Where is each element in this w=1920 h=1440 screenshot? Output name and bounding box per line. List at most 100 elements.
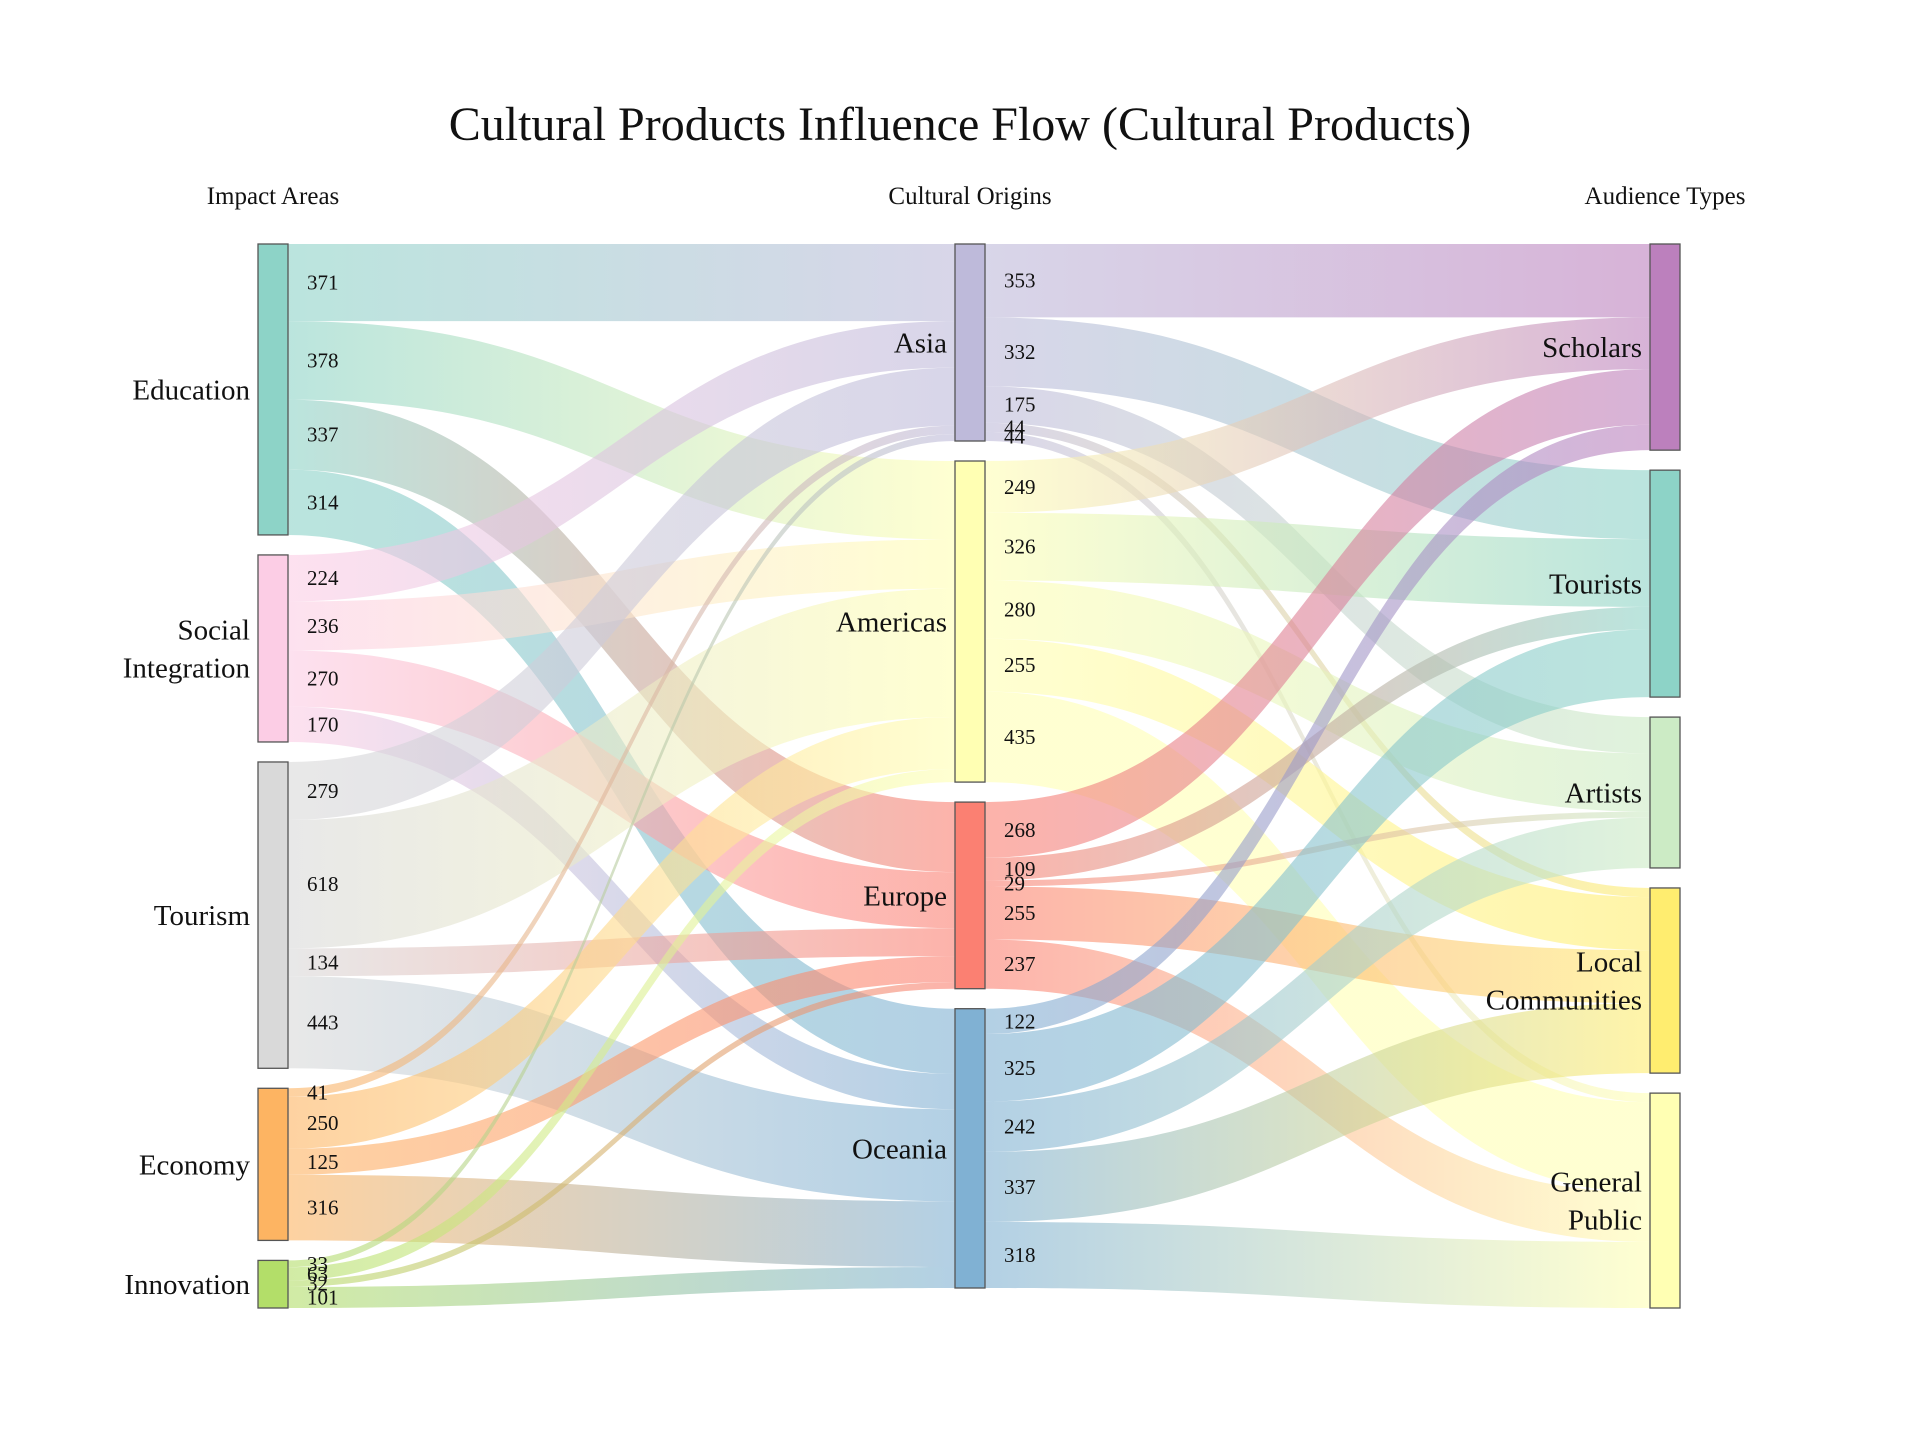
flow-value-tourism-to-oceania: 443 (307, 1010, 339, 1034)
node-americas[interactable] (954, 460, 986, 783)
link-americas-to-tourists (985, 512, 1650, 607)
column-header-impact-areas: Impact Areas (207, 183, 340, 210)
flow-value-asia-to-local-communities: 44 (1004, 415, 1026, 439)
flow-value-europe-to-general-public: 237 (1004, 952, 1036, 976)
column-header-audience-types: Audience Types (1585, 183, 1746, 210)
node-europe[interactable] (954, 801, 986, 990)
node-scholars[interactable] (1649, 243, 1681, 451)
node-label-asia: Asia (894, 328, 947, 360)
link-tourism-to-asia (288, 367, 955, 820)
link-education-to-asia (288, 244, 955, 322)
flow-value-social-integration-to-europe: 270 (307, 667, 339, 691)
flow-value-oceania-to-tourists: 325 (1004, 1056, 1036, 1080)
flow-value-social-integration-to-americas: 236 (307, 614, 339, 638)
node-education[interactable] (257, 243, 289, 536)
node-tourism[interactable] (257, 761, 289, 1069)
link-europe-to-local-communities (985, 886, 1650, 1004)
link-tourism-to-oceania (288, 976, 955, 1202)
link-europe-to-tourists (985, 606, 1650, 881)
flow-value-oceania-to-artists: 242 (1004, 1115, 1036, 1139)
flow-value-oceania-to-local-communities: 337 (1004, 1175, 1036, 1199)
node-label-europe: Europe (863, 880, 947, 912)
node-label-social-integration: Social Integration (123, 614, 251, 684)
flow-value-economy-to-asia: 41 (307, 1081, 328, 1105)
node-tourists[interactable] (1649, 469, 1681, 698)
link-asia-to-local-communities (985, 422, 1650, 898)
flow-value-social-integration-to-oceania: 170 (307, 712, 339, 736)
flow-value-americas-to-tourists: 326 (1004, 535, 1036, 559)
link-innovation-to-americas (288, 768, 955, 1281)
link-economy-to-asia (288, 425, 955, 1097)
flow-value-europe-to-local-communities: 255 (1004, 901, 1036, 925)
link-oceania-to-tourists (985, 629, 1650, 1102)
link-oceania-to-artists (985, 817, 1650, 1152)
flow-value-economy-to-europe: 125 (307, 1150, 339, 1174)
node-artists[interactable] (1649, 716, 1681, 869)
link-tourism-to-americas (288, 588, 955, 949)
flow-value-europe-to-tourists: 109 (1004, 857, 1036, 881)
labels-layer: 371 378 337 314 224 236 270 170 279 618 134 443 41 25… (123, 269, 1642, 1310)
link-americas-to-artists (985, 580, 1650, 812)
link-asia-to-general-public (985, 431, 1650, 1103)
link-economy-to-europe (288, 956, 955, 1175)
link-oceania-to-scholars (985, 424, 1650, 1035)
flow-value-economy-to-americas: 250 (307, 1111, 339, 1135)
node-label-tourists: Tourists (1549, 569, 1642, 601)
nodes-layer (257, 243, 1681, 1309)
node-label-artists: Artists (1565, 778, 1642, 810)
flow-value-asia-to-general-public: 44 (1004, 424, 1026, 448)
flow-value-innovation-to-asia: 33 (307, 1252, 328, 1276)
flow-value-americas-to-scholars: 249 (1004, 475, 1036, 499)
chart-title: Cultural Products Influence Flow (Cultur… (449, 98, 1472, 151)
link-education-to-europe (288, 399, 955, 873)
flow-value-tourism-to-americas: 618 (307, 872, 339, 896)
node-oceania[interactable] (954, 1008, 986, 1289)
flow-value-social-integration-to-asia: 224 (307, 566, 339, 590)
flow-value-europe-to-scholars: 268 (1004, 818, 1036, 842)
flow-value-innovation-to-europe: 32 (307, 1272, 328, 1296)
column-header-cultural-origins: Cultural Origins (888, 183, 1051, 210)
node-label-education: Education (132, 374, 250, 406)
link-innovation-to-europe (288, 982, 955, 1288)
link-oceania-to-local-communities (985, 1003, 1650, 1222)
link-economy-to-oceania (288, 1174, 955, 1268)
flow-value-economy-to-oceania: 316 (307, 1196, 339, 1220)
node-label-scholars: Scholars (1542, 332, 1642, 364)
node-general-public[interactable] (1649, 1092, 1681, 1309)
node-label-economy: Economy (139, 1149, 251, 1181)
flow-value-education-to-oceania: 314 (307, 490, 339, 514)
node-label-general-public: General Public (1550, 1167, 1642, 1237)
link-social-integration-to-asia (288, 321, 955, 602)
node-innovation[interactable] (257, 1259, 289, 1309)
node-economy[interactable] (257, 1087, 289, 1242)
flow-value-americas-to-general-public: 435 (1004, 725, 1036, 749)
link-innovation-to-oceania (288, 1267, 955, 1308)
node-label-tourism: Tourism (154, 900, 251, 932)
link-innovation-to-asia (288, 434, 955, 1268)
node-label-oceania: Oceania (852, 1133, 947, 1165)
flow-value-europe-to-artists: 29 (1004, 871, 1025, 895)
flow-value-asia-to-artists: 175 (1004, 393, 1036, 417)
flow-value-education-to-asia: 371 (307, 271, 339, 295)
node-local-communities[interactable] (1649, 887, 1681, 1074)
flow-value-education-to-americas: 378 (307, 348, 339, 372)
flow-value-americas-to-artists: 280 (1004, 598, 1036, 622)
node-label-local-communities: Local Communities (1486, 947, 1642, 1017)
link-asia-to-scholars (985, 244, 1650, 318)
link-oceania-to-general-public (985, 1221, 1650, 1308)
flow-value-oceania-to-scholars: 122 (1004, 1009, 1036, 1033)
flow-value-education-to-europe: 337 (307, 423, 339, 447)
flow-value-asia-to-tourists: 332 (1004, 340, 1036, 364)
node-social-integration[interactable] (257, 554, 289, 743)
link-education-to-americas (288, 321, 955, 540)
link-americas-to-scholars (985, 317, 1650, 513)
node-label-innovation: Innovation (124, 1269, 250, 1301)
flow-value-innovation-to-oceania: 101 (307, 1286, 339, 1310)
node-asia[interactable] (954, 243, 986, 442)
links-layer (288, 244, 1650, 1308)
flow-value-tourism-to-europe: 134 (307, 950, 339, 974)
link-europe-to-scholars (985, 369, 1650, 858)
flow-value-oceania-to-general-public: 318 (1004, 1243, 1036, 1267)
